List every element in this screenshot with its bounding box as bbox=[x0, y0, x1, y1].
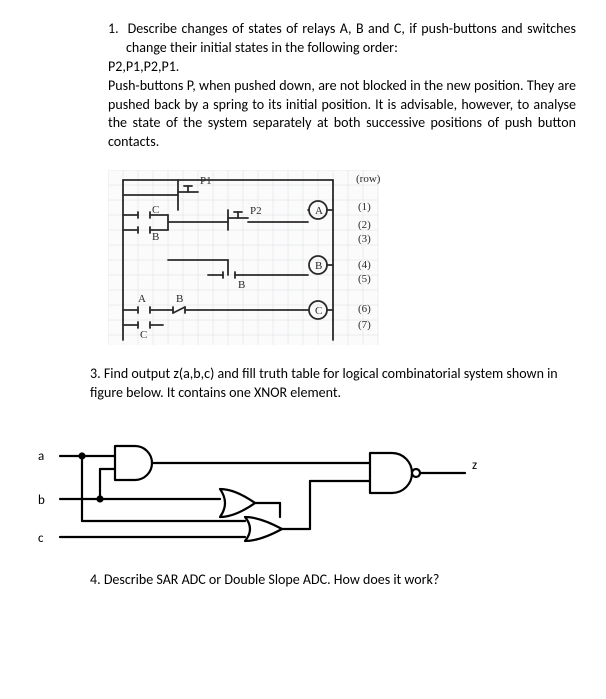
circuit-sketch-svg: P1 P2 C B B A B C A B C (row) (1) (2) (3… bbox=[108, 170, 418, 345]
label-b-contact: B bbox=[152, 231, 159, 243]
question-3: 3. Find output z(a,b,c) and fill truth t… bbox=[20, 365, 576, 403]
q4-number: 4. bbox=[90, 571, 101, 588]
label-row-header: (row) bbox=[356, 173, 381, 185]
output-z-label: z bbox=[472, 458, 477, 473]
q4-text: 4. Describe SAR ADC or Double Slope ADC.… bbox=[90, 571, 576, 590]
q1-line2: P2,P1,P2,P1. bbox=[108, 58, 576, 77]
label-b-coil: B bbox=[315, 260, 322, 272]
label-a-contact: A bbox=[138, 293, 146, 305]
label-row-1: (1) bbox=[358, 201, 371, 213]
label-a-coil: A bbox=[315, 205, 323, 217]
label-row-4: (4) bbox=[358, 259, 371, 271]
label-c-coil: C bbox=[315, 305, 322, 317]
logic-gates bbox=[60, 446, 465, 541]
label-c-nc: C bbox=[140, 329, 147, 341]
logic-diagram: a b c bbox=[20, 421, 540, 551]
input-c-label: c bbox=[38, 531, 44, 546]
q3-text: 3. Find output z(a,b,c) and fill truth t… bbox=[90, 365, 576, 403]
question-1: 1. Describe changes of states of relays … bbox=[20, 20, 576, 152]
relay-circuit-diagram: P1 P2 C B B A B C A B C (row) (1) (2) (3… bbox=[108, 170, 418, 345]
label-row-5: (5) bbox=[358, 273, 371, 285]
label-p2: P2 bbox=[250, 205, 262, 217]
q1-line1-text: Describe changes of states of relays A, … bbox=[126, 20, 576, 56]
label-row-6: (6) bbox=[358, 303, 371, 315]
q4-body: Describe SAR ADC or Double Slope ADC. Ho… bbox=[104, 571, 440, 588]
label-row-7: (7) bbox=[358, 319, 371, 331]
q1-number: 1. bbox=[108, 20, 119, 37]
label-p1: P1 bbox=[200, 175, 212, 187]
input-a-label: a bbox=[38, 449, 44, 464]
question-4: 4. Describe SAR ADC or Double Slope ADC.… bbox=[20, 571, 576, 590]
label-row-2: (2) bbox=[358, 219, 371, 231]
label-b-contact2: B bbox=[238, 279, 245, 291]
q3-number: 3. bbox=[90, 365, 101, 382]
q1-line3: Push-buttons P, when pushed down, are no… bbox=[108, 77, 576, 153]
label-c-contact: C bbox=[152, 204, 159, 216]
input-b-label: b bbox=[38, 493, 45, 508]
label-b-nc: B bbox=[176, 293, 183, 305]
q3-body: Find output z(a,b,c) and fill truth tabl… bbox=[90, 365, 558, 401]
q1-line1: 1. Describe changes of states of relays … bbox=[108, 20, 576, 58]
logic-svg: z bbox=[20, 421, 540, 551]
label-row-3: (3) bbox=[358, 233, 371, 245]
